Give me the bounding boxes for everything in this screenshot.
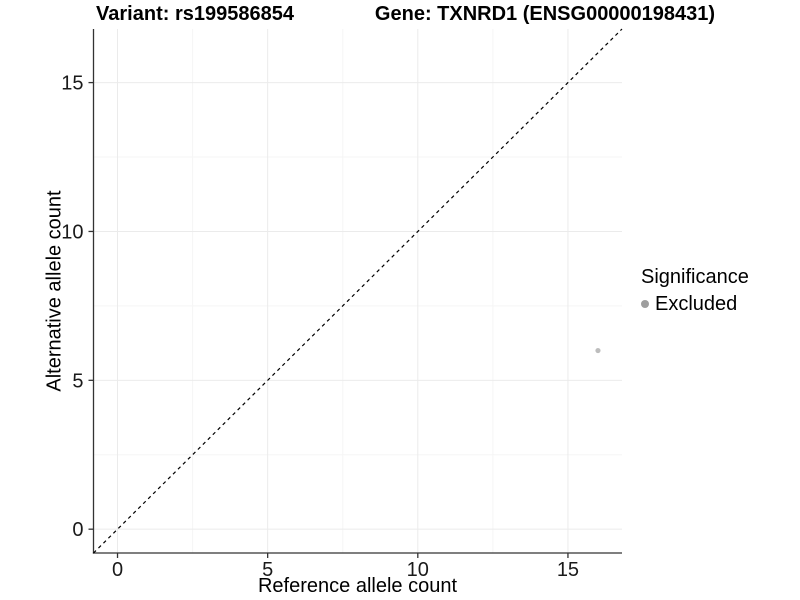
y-tick-label: 0 bbox=[72, 519, 83, 541]
x-tick-label: 5 bbox=[262, 559, 273, 581]
identity-dashed-line bbox=[93, 28, 623, 554]
legend-item-excluded: Excluded bbox=[641, 293, 749, 315]
variant-title: Variant: rs199586854 bbox=[96, 3, 294, 25]
data-point bbox=[595, 347, 601, 354]
x-axis-label: Reference allele count bbox=[257, 575, 457, 597]
legend: Significance Excluded bbox=[641, 265, 749, 315]
x-tick-label: 15 bbox=[557, 559, 579, 581]
excluded-dot-icon bbox=[641, 300, 649, 308]
x-tick-label: 0 bbox=[112, 559, 123, 581]
gene-title: Gene: TXNRD1 (ENSG00000198431) bbox=[374, 3, 716, 25]
legend-title: Significance bbox=[641, 266, 749, 288]
x-tick-label: 10 bbox=[407, 559, 429, 581]
y-tick-label: 5 bbox=[72, 370, 83, 392]
legend-item-label: Excluded bbox=[655, 293, 738, 315]
y-tick-label: 15 bbox=[61, 73, 83, 95]
y-axis-label: Alternative allele count bbox=[43, 190, 66, 392]
y-tick-label: 10 bbox=[61, 221, 83, 243]
